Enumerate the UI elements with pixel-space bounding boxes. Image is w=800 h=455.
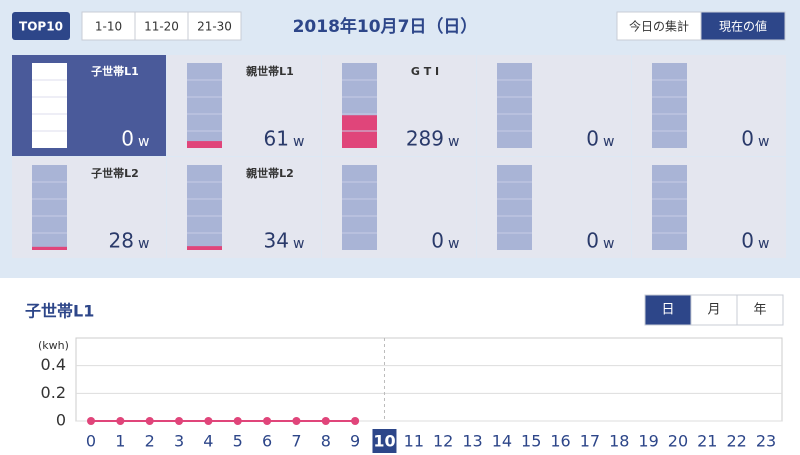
y-tick-label: 0	[56, 411, 66, 430]
data-point	[204, 417, 213, 425]
x-tick-label: 17	[580, 432, 600, 451]
tile-value: 61	[264, 127, 289, 151]
gauge-fill	[32, 246, 67, 250]
range-label: 11-20	[144, 20, 179, 34]
gauge	[187, 165, 222, 250]
range-button[interactable]	[187, 11, 242, 41]
x-tick-label: 5	[233, 432, 243, 451]
top10-label: TOP10	[19, 20, 63, 34]
range-button[interactable]	[134, 11, 189, 41]
tile-name: 子世帯L1	[91, 64, 139, 78]
gauge-fill	[187, 246, 222, 250]
gauge	[187, 63, 222, 148]
gauge	[32, 165, 67, 250]
gauge	[32, 63, 67, 148]
gauge	[497, 63, 532, 148]
x-tick-label: 21	[697, 432, 717, 451]
tile-name: 子世帯L2	[91, 166, 139, 180]
top10-button[interactable]	[12, 12, 70, 40]
tile-unit: w	[138, 134, 149, 150]
data-point	[351, 417, 360, 425]
data-point	[116, 417, 125, 425]
x-tick-label: 2	[145, 432, 155, 451]
range-label: 21-30	[197, 20, 232, 34]
data-point	[87, 417, 95, 425]
x-tick-label: 11	[404, 432, 424, 451]
mode-button[interactable]	[700, 11, 786, 41]
tile-unit: w	[758, 236, 769, 252]
gauge	[652, 63, 687, 148]
tile-value: 289	[406, 127, 444, 151]
data-point	[233, 417, 242, 425]
data-point	[321, 417, 330, 425]
x-tick-label: 1	[115, 432, 125, 451]
tile-unit: w	[293, 134, 304, 150]
gauge	[497, 165, 532, 250]
data-point	[263, 417, 272, 425]
period-button[interactable]	[736, 294, 784, 326]
x-tick-label: 0	[86, 432, 96, 451]
gauge-fill	[187, 141, 222, 148]
x-tick-label: 19	[638, 432, 658, 451]
x-tick-label: 15	[521, 432, 541, 451]
y-tick-label: 0.4	[41, 355, 66, 374]
gauge-fill	[342, 115, 377, 148]
x-tick-label: 13	[462, 432, 482, 451]
period-button[interactable]	[690, 294, 738, 326]
data-point	[145, 417, 154, 425]
x-tick-label: 10	[373, 432, 395, 451]
x-tick-label: 12	[433, 432, 453, 451]
x-tick-label: 20	[668, 432, 688, 451]
mode-label: 今日の集計	[629, 19, 689, 34]
tile-unit: w	[138, 236, 149, 252]
tile-unit: w	[293, 236, 304, 252]
tile-value: 34	[264, 229, 289, 253]
tile-value: 0	[431, 229, 444, 253]
current-hour-box	[372, 429, 397, 453]
mode-button[interactable]	[616, 11, 702, 41]
period-label: 日	[661, 303, 674, 318]
tile-unit: w	[448, 134, 459, 150]
tile-value: 0	[741, 229, 754, 253]
range-label: 1-10	[95, 20, 122, 34]
y-tick-label: 0.2	[41, 383, 66, 402]
tile-value: 0	[586, 127, 599, 151]
tile-unit: w	[758, 134, 769, 150]
x-tick-label: 9	[350, 432, 360, 451]
gauge	[652, 165, 687, 250]
x-tick-label: 3	[174, 432, 184, 451]
mode-label: 現在の値	[719, 19, 767, 34]
date: 2018年10月7日（日）	[293, 16, 478, 37]
tile-unit: w	[448, 236, 459, 252]
tile-value: 0	[121, 127, 134, 151]
tile-name: G T I	[411, 65, 439, 78]
x-tick-label: 8	[321, 432, 331, 451]
y-axis-label: (kwh)	[38, 339, 69, 352]
tile-unit: w	[603, 134, 614, 150]
period-button[interactable]	[644, 294, 692, 326]
x-tick-label: 6	[262, 432, 272, 451]
x-tick-label: 7	[291, 432, 301, 451]
tile-name: 親世帯L1	[246, 64, 294, 78]
data-point	[175, 417, 184, 425]
x-tick-label: 22	[726, 432, 746, 451]
x-tick-label: 23	[756, 432, 776, 451]
tile-value: 0	[741, 127, 754, 151]
data-point	[292, 417, 301, 425]
chart-title: 子世帯L1	[25, 302, 94, 321]
period-label: 月	[707, 303, 720, 318]
tile-unit: w	[603, 236, 614, 252]
gauge	[342, 165, 377, 250]
x-tick-label: 4	[203, 432, 213, 451]
x-tick-label: 18	[609, 432, 629, 451]
x-tick-label: 16	[550, 432, 570, 451]
period-label: 年	[753, 303, 766, 318]
x-tick-label: 14	[492, 432, 512, 451]
tile-value: 0	[586, 229, 599, 253]
tile-value: 28	[109, 229, 134, 253]
tile-name: 親世帯L2	[246, 166, 294, 180]
